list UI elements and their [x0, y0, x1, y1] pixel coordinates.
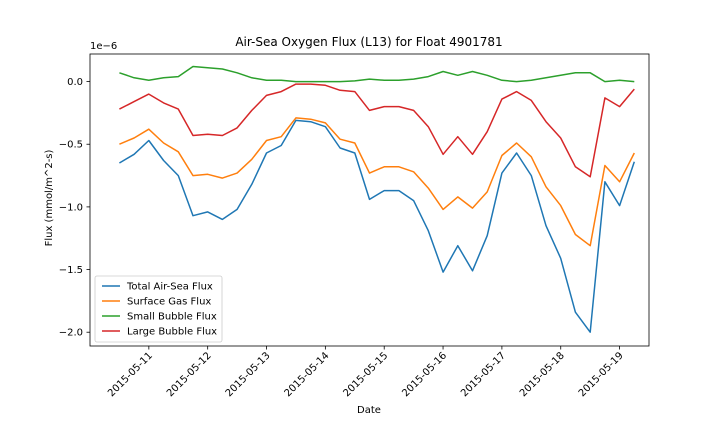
axes-frame — [89, 53, 650, 347]
legend-label-4: Large Bubble Flux — [127, 327, 217, 338]
legend: Total Air-Sea Flux Surface Gas Flux Small … — [94, 275, 223, 343]
y-offset-label: 1e−6 — [90, 41, 117, 52]
y-tick-label: −1.5 — [59, 265, 83, 276]
legend-label-3: Small Bubble Flux — [127, 312, 217, 323]
y-tick-label: 0.0 — [67, 77, 83, 88]
y-axis-label: Flux (mmol/m^2-s) — [44, 149, 55, 246]
y-tick-label: −2.0 — [59, 328, 83, 339]
series-line-4 — [119, 83, 635, 178]
chart-title: Air-Sea Oxygen Flux (L13) for Float 4901… — [235, 35, 502, 49]
series-line-2 — [119, 117, 635, 247]
y-tick-label: −0.5 — [59, 140, 83, 151]
series-line-1 — [119, 119, 636, 333]
series-line-3 — [119, 65, 635, 83]
y-tick-label: −1.0 — [59, 202, 83, 213]
x-axis-label: Date — [357, 405, 381, 416]
legend-label-2: Surface Gas Flux — [127, 297, 211, 308]
legend-box — [94, 275, 223, 343]
legend-label-1: Total Air-Sea Flux — [126, 282, 213, 293]
